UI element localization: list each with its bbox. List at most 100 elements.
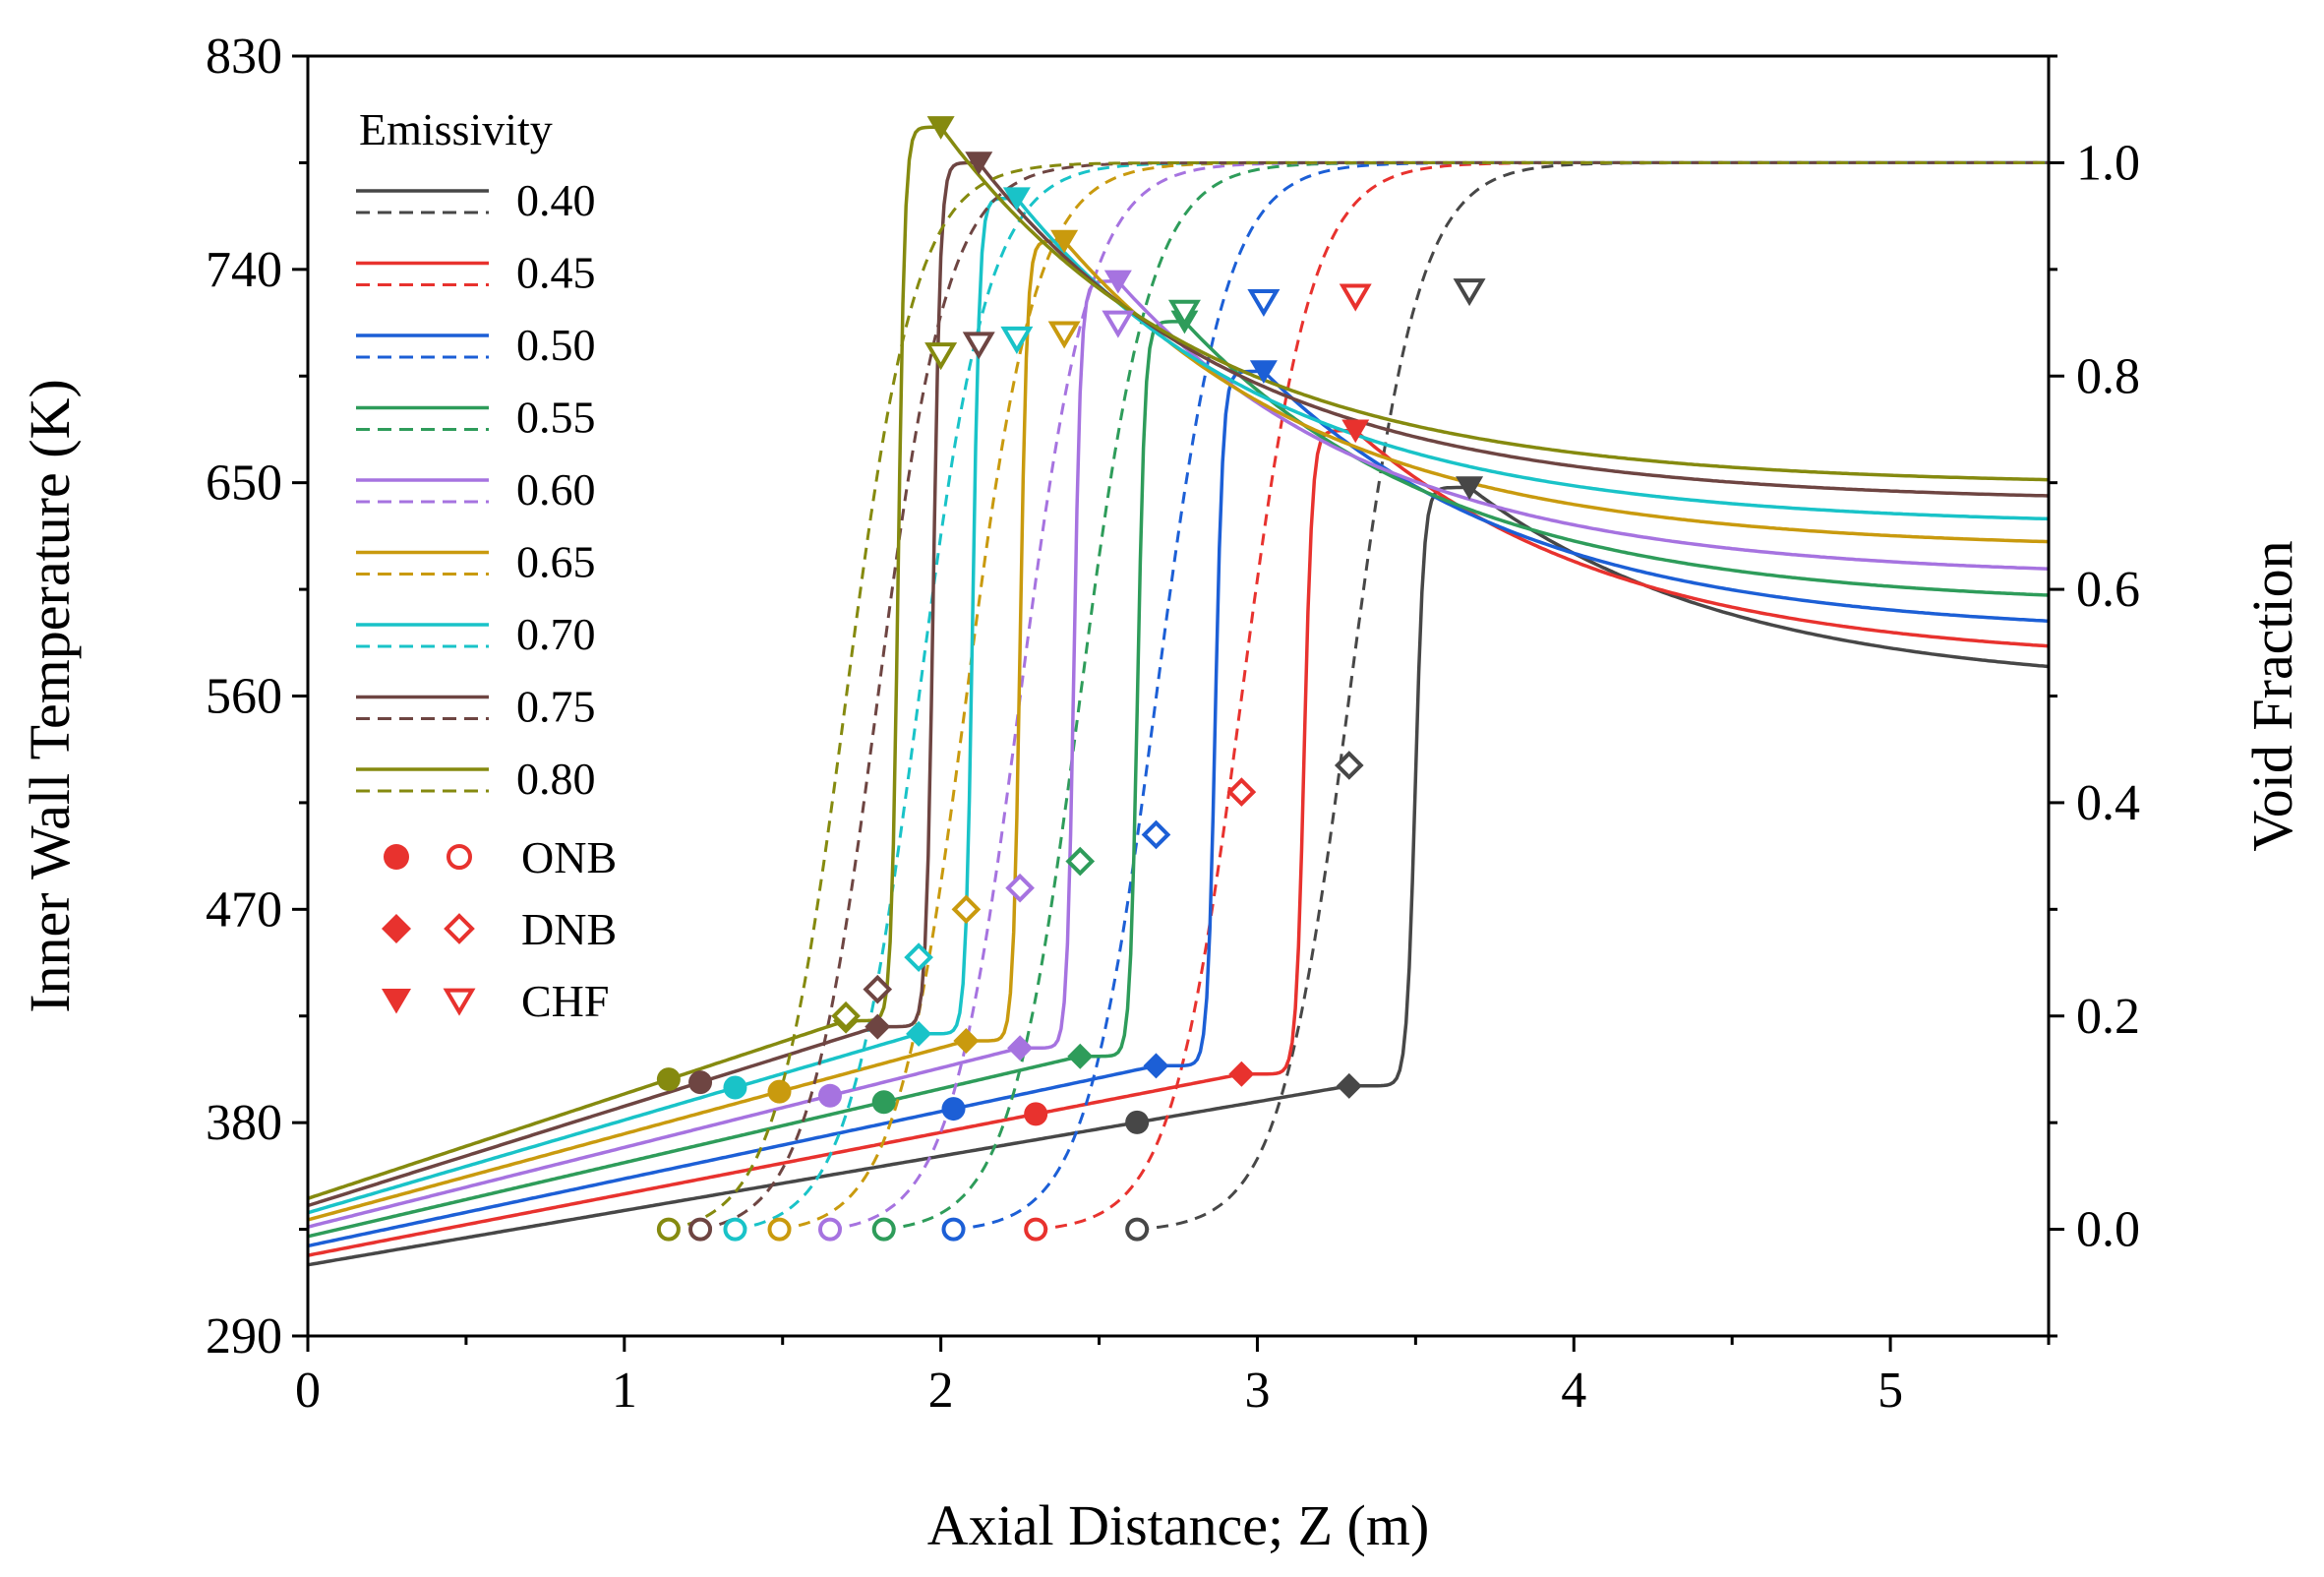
y-tick-label: 650	[206, 455, 282, 512]
legend: Emissivity 0.40 0.45 0.50 0.55 0.60 0.65 0.70 0…	[356, 104, 617, 1026]
onb-marker-0.75	[688, 1070, 713, 1095]
x-tick-label: 0	[295, 1363, 321, 1419]
legend-dnb-open	[444, 913, 475, 944]
onb-open-marker-0.55	[871, 1217, 896, 1242]
onb-marker-0.45	[1024, 1102, 1048, 1126]
chf-open-marker-0.80	[924, 342, 958, 371]
y-tick-label: 380	[206, 1095, 282, 1151]
chf-open-marker-0.50	[1247, 288, 1281, 318]
legend-label-0.55: 0.55	[516, 393, 596, 443]
legend-label-0.80: 0.80	[516, 754, 596, 804]
legend-marker-label: DNB	[521, 904, 617, 954]
legend-label-0.70: 0.70	[516, 609, 596, 659]
dnb-open-marker-0.50	[1141, 819, 1171, 850]
chf-marker-0.70	[1002, 187, 1031, 212]
x-tick-label: 5	[1877, 1363, 1903, 1419]
y-axis-label: Inner Wall Temperature (K)	[18, 379, 82, 1013]
dnb-marker-0.60	[1007, 1035, 1034, 1061]
chf-marker-0.65	[1050, 229, 1079, 254]
dnb-open-marker-0.75	[863, 974, 893, 1004]
chf-open-marker-0.70	[1000, 326, 1034, 354]
legend-label-0.60: 0.60	[516, 464, 596, 515]
onb-marker-0.70	[723, 1075, 747, 1100]
onb-open-marker-0.60	[818, 1217, 842, 1242]
plot-markers	[656, 116, 1486, 1242]
onb-open-marker-0.40	[1125, 1217, 1150, 1242]
onb-open-marker-0.70	[723, 1217, 747, 1242]
chf-open-marker-0.55	[1167, 299, 1201, 328]
chf-open-marker-0.75	[962, 332, 995, 360]
void-fraction-line-0.80	[668, 160, 2049, 1232]
void-fraction-line-0.60	[829, 160, 2049, 1232]
dnb-open-marker-0.65	[951, 894, 982, 925]
y2-tick-label: 0.8	[2076, 348, 2140, 404]
void-fraction-line-0.75	[699, 160, 2049, 1232]
onb-marker-0.40	[1125, 1110, 1150, 1134]
dnb-marker-0.70	[906, 1020, 932, 1047]
temperature-line-0.40	[307, 485, 2050, 1267]
dnb-open-marker-0.80	[831, 1001, 861, 1031]
y-tick-label: 290	[206, 1308, 282, 1365]
x-tick-label: 3	[1244, 1363, 1270, 1419]
y2-tick-label: 1.0	[2076, 135, 2140, 191]
dnb-marker-0.45	[1228, 1061, 1255, 1087]
legend-title: Emissivity	[359, 104, 553, 154]
onb-marker-0.55	[871, 1090, 896, 1115]
chf-marker-0.80	[926, 116, 955, 140]
onb-marker-0.65	[767, 1079, 792, 1104]
onb-open-marker-0.50	[941, 1217, 966, 1242]
chf-marker-0.75	[965, 152, 993, 176]
chf-open-marker-0.40	[1453, 278, 1486, 307]
x-tick-label: 1	[612, 1363, 637, 1419]
legend-label-0.65: 0.65	[516, 537, 596, 587]
dnb-open-marker-0.45	[1226, 777, 1257, 807]
legend-dnb-filled	[382, 914, 411, 943]
legend-onb-filled	[384, 844, 409, 870]
axes: 0 1 2 3 4 52903804705606507408300.00.20.40.60…	[206, 29, 2140, 1419]
onb-marker-0.80	[656, 1067, 681, 1092]
legend-label-0.45: 0.45	[516, 248, 596, 298]
y-tick-label: 470	[206, 881, 282, 938]
x-axis-label: Axial Distance; Z (m)	[927, 1493, 1430, 1557]
y2-axis-label: Void Fraction	[2240, 540, 2304, 851]
legend-marker-label: CHF	[521, 976, 609, 1026]
y-tick-label: 740	[206, 242, 282, 298]
dnb-marker-0.75	[864, 1013, 891, 1040]
chf-open-marker-0.60	[1102, 310, 1135, 338]
legend-chf-filled	[382, 989, 411, 1014]
legend-onb-open	[447, 844, 472, 870]
legend-label-0.75: 0.75	[516, 682, 596, 732]
dnb-open-marker-0.40	[1334, 751, 1364, 780]
onb-marker-0.50	[941, 1097, 966, 1122]
dnb-marker-0.40	[1336, 1072, 1362, 1099]
dnb-open-marker-0.60	[1005, 873, 1035, 903]
chf-marker-0.50	[1249, 360, 1278, 385]
legend-chf-open	[443, 988, 476, 1016]
y2-tick-label: 0.2	[2076, 989, 2140, 1045]
onb-open-marker-0.80	[656, 1217, 681, 1242]
temperature-line-0.50	[307, 369, 2050, 1248]
y2-tick-label: 0.0	[2076, 1202, 2140, 1258]
temperature-line-0.45	[307, 428, 2050, 1257]
y-tick-label: 830	[206, 29, 282, 85]
legend-label-0.40: 0.40	[516, 175, 596, 225]
chf-open-marker-0.65	[1047, 321, 1081, 349]
onb-open-marker-0.75	[688, 1217, 713, 1242]
y-tick-label: 560	[206, 669, 282, 725]
dnb-marker-0.55	[1067, 1043, 1094, 1069]
dnb-marker-0.65	[953, 1028, 980, 1055]
chf-marker-0.60	[1103, 270, 1132, 294]
x-tick-label: 4	[1561, 1363, 1586, 1419]
onb-marker-0.60	[818, 1083, 842, 1108]
temperature-line-0.80	[307, 125, 2049, 1200]
chf-marker-0.40	[1456, 476, 1484, 501]
onb-open-marker-0.65	[767, 1217, 792, 1242]
legend-label-0.50: 0.50	[516, 320, 596, 370]
x-tick-label: 2	[928, 1363, 954, 1419]
y2-tick-label: 0.6	[2076, 562, 2140, 618]
chf-marker-0.45	[1341, 419, 1370, 444]
dnb-open-marker-0.70	[904, 942, 933, 972]
chf-open-marker-0.45	[1339, 283, 1372, 312]
legend-marker-label: ONB	[521, 832, 617, 882]
